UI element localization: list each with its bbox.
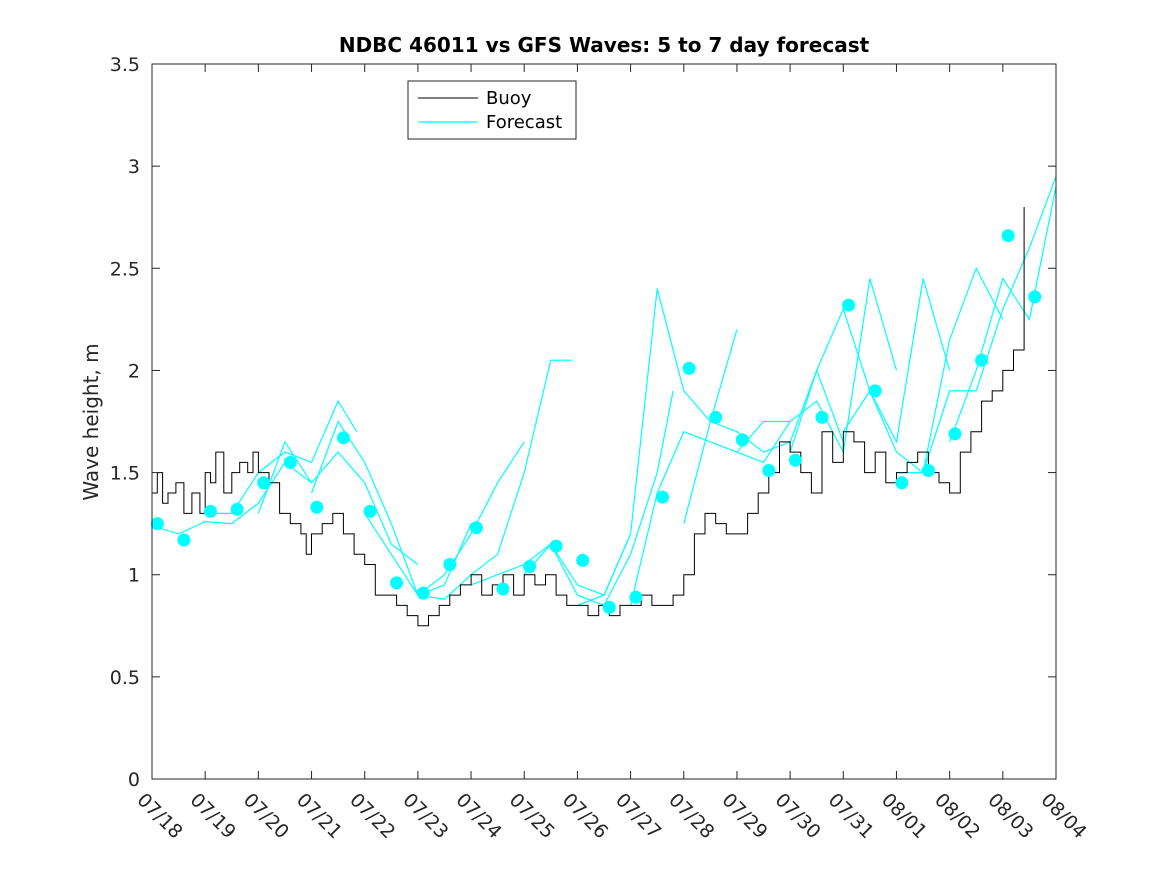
forecast-marker — [921, 464, 935, 477]
forecast-marker — [177, 533, 191, 547]
forecast-marker — [709, 410, 723, 424]
y-tick-label: 0 — [128, 769, 140, 791]
forecast-marker — [310, 500, 324, 514]
forecast-marker — [576, 553, 590, 567]
y-tick-label: 1 — [128, 565, 140, 587]
forecast-marker — [443, 558, 457, 571]
forecast-marker — [735, 433, 749, 447]
forecast-marker — [815, 410, 829, 424]
forecast-marker — [230, 502, 244, 516]
forecast-marker — [363, 504, 377, 518]
y-tick-label: 3.5 — [110, 54, 140, 76]
y-tick-label: 3 — [128, 156, 140, 178]
forecast-marker — [762, 464, 776, 477]
forecast-marker — [602, 600, 616, 614]
forecast-run-line-1 — [205, 399, 358, 515]
legend-buoy-label: Buoy — [486, 88, 532, 109]
forecast-marker — [469, 521, 483, 535]
legend-forecast-label: Forecast — [486, 112, 562, 133]
forecast-run-line-15 — [949, 186, 1057, 443]
plot-area — [150, 176, 1057, 627]
legend-box — [407, 80, 577, 140]
forecast-marker — [868, 384, 882, 398]
forecast-marker — [842, 298, 856, 312]
forecast-marker — [788, 453, 802, 467]
forecast-marker — [523, 560, 537, 573]
forecast-marker — [895, 476, 909, 490]
forecast-run-line-5 — [417, 359, 573, 600]
forecast-marker — [150, 517, 164, 531]
forecast-run-line-4 — [364, 441, 525, 596]
forecast-run-line-2 — [257, 440, 419, 565]
y-axis-label: Wave height, m — [79, 343, 103, 500]
legend: Buoy Forecast — [407, 80, 577, 140]
forecast-marker — [682, 361, 696, 375]
forecast-marker — [1001, 229, 1015, 243]
forecast-marker — [283, 455, 297, 469]
forecast-run-line-9 — [630, 420, 791, 606]
forecast-marker — [416, 586, 430, 600]
forecast-marker — [629, 590, 643, 604]
forecast-marker — [204, 504, 217, 518]
forecast-marker — [975, 353, 989, 367]
axes-frame — [151, 63, 1057, 780]
y-tick-label: 2 — [128, 360, 140, 382]
forecast-marker — [257, 476, 271, 490]
buoy-series-line — [152, 207, 1025, 627]
forecast-marker — [390, 576, 404, 590]
forecast-marker — [549, 539, 563, 553]
forecast-marker — [496, 582, 510, 596]
forecast-marker — [336, 431, 350, 445]
forecast-marker — [948, 427, 962, 441]
forecast-marker — [656, 490, 669, 504]
y-tick-label: 1.5 — [110, 463, 140, 485]
forecast-run-line-3 — [310, 420, 472, 596]
chart-title: NDBC 46011 vs GFS Waves: 5 to 7 day fore… — [339, 33, 870, 57]
forecast-marker — [1028, 290, 1042, 304]
y-tick-label: 2.5 — [110, 258, 140, 280]
forecast-run-line-11 — [736, 278, 898, 464]
y-tick-label: 0.5 — [110, 667, 140, 689]
